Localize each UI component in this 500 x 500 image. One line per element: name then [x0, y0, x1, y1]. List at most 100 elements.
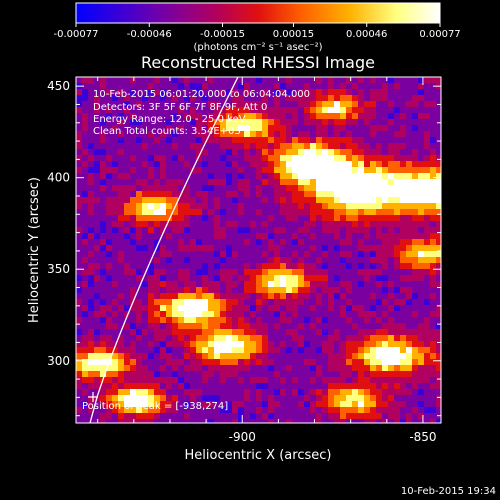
heatmap-cell — [130, 209, 137, 216]
heatmap-cell — [178, 389, 185, 396]
heatmap-cell — [358, 335, 365, 342]
heatmap-cell — [388, 215, 395, 222]
heatmap-cell — [310, 353, 317, 360]
heatmap-cell — [148, 323, 155, 330]
heatmap-cell — [322, 371, 329, 378]
heatmap-cell — [274, 317, 281, 324]
heatmap-cell — [304, 293, 311, 300]
heatmap-cell — [268, 335, 275, 342]
heatmap-cell — [382, 353, 389, 360]
colorbar-tick-label: 0.00015 — [273, 29, 314, 40]
heatmap-cell — [202, 359, 209, 366]
heatmap-cell — [166, 149, 173, 156]
heatmap-cell — [178, 107, 185, 114]
heatmap-cell — [412, 137, 419, 144]
heatmap-cell — [202, 107, 209, 114]
heatmap-cell — [214, 341, 221, 348]
heatmap-cell — [262, 179, 269, 186]
heatmap-cell — [178, 299, 185, 306]
heatmap-cell — [286, 167, 293, 174]
heatmap-cell — [106, 269, 113, 276]
heatmap-cell — [412, 293, 419, 300]
heatmap-cell — [172, 275, 179, 282]
heatmap-cell — [394, 89, 401, 96]
heatmap-cell — [214, 185, 221, 192]
heatmap-cell — [76, 161, 83, 168]
heatmap-cell — [130, 371, 137, 378]
heatmap-cell — [400, 209, 407, 216]
heatmap-cell — [280, 113, 287, 120]
heatmap-cell — [244, 173, 251, 180]
heatmap-cell — [340, 77, 347, 84]
heatmap-cell — [268, 263, 275, 270]
heatmap-cell — [370, 419, 377, 423]
heatmap-cell — [298, 329, 305, 336]
heatmap-cell — [406, 173, 413, 180]
heatmap-cell — [406, 275, 413, 282]
heatmap-cell — [292, 371, 299, 378]
heatmap-cell — [346, 341, 353, 348]
heatmap-cell — [220, 329, 227, 336]
heatmap-cell — [178, 341, 185, 348]
heatmap-cell — [178, 245, 185, 252]
heatmap-cell — [268, 371, 275, 378]
heatmap-cell — [328, 263, 335, 270]
heatmap-cell — [334, 215, 341, 222]
heatmap-cell — [88, 185, 95, 192]
heatmap-cell — [424, 131, 431, 138]
y-axis-title: Heliocentric Y (arcsec) — [27, 177, 42, 323]
heatmap-cell — [172, 173, 179, 180]
heatmap-cell — [406, 119, 413, 126]
heatmap-cell — [190, 167, 197, 174]
heatmap-cell — [394, 185, 401, 192]
heatmap-cell — [268, 191, 275, 198]
heatmap-cell — [256, 173, 263, 180]
heatmap-cell — [154, 353, 161, 360]
heatmap-cell — [76, 347, 83, 354]
heatmap-cell — [220, 407, 227, 414]
heatmap-cell — [160, 281, 167, 288]
heatmap-cell — [130, 275, 137, 282]
heatmap-cell — [250, 317, 257, 324]
heatmap-cell — [436, 287, 441, 294]
heatmap-cell — [238, 251, 245, 258]
heatmap-cell — [232, 119, 239, 126]
heatmap-cell — [280, 407, 287, 414]
heatmap-cell — [214, 293, 221, 300]
heatmap-cell — [370, 335, 377, 342]
heatmap-cell — [418, 299, 425, 306]
heatmap-cell — [280, 377, 287, 384]
heatmap-cell — [208, 179, 215, 186]
heatmap-cell — [154, 233, 161, 240]
heatmap-cell — [424, 413, 431, 420]
heatmap-cell — [256, 383, 263, 390]
heatmap-cell — [388, 107, 395, 114]
heatmap-cell — [154, 257, 161, 264]
heatmap-cell — [130, 257, 137, 264]
heatmap-cell — [214, 113, 221, 120]
heatmap-cell — [178, 365, 185, 372]
heatmap-cell — [226, 251, 233, 258]
heatmap-cell — [388, 293, 395, 300]
heatmap-cell — [106, 161, 113, 168]
heatmap-cell — [418, 311, 425, 318]
heatmap-cell — [412, 311, 419, 318]
heatmap-cell — [328, 251, 335, 258]
heatmap-cell — [316, 197, 323, 204]
heatmap-cell — [286, 383, 293, 390]
heatmap-cell — [238, 287, 245, 294]
heatmap-cell — [94, 371, 101, 378]
heatmap-cell — [130, 251, 137, 258]
heatmap-cell — [94, 263, 101, 270]
heatmap-cell — [100, 281, 107, 288]
heatmap-cell — [94, 305, 101, 312]
heatmap-cell — [226, 281, 233, 288]
heatmap-cell — [370, 197, 377, 204]
heatmap-cell — [160, 113, 167, 120]
heatmap-cell — [274, 413, 281, 420]
heatmap-cell — [196, 119, 203, 126]
heatmap-cell — [256, 347, 263, 354]
heatmap-cell — [124, 329, 131, 336]
heatmap-cell — [250, 323, 257, 330]
heatmap-cell — [178, 287, 185, 294]
